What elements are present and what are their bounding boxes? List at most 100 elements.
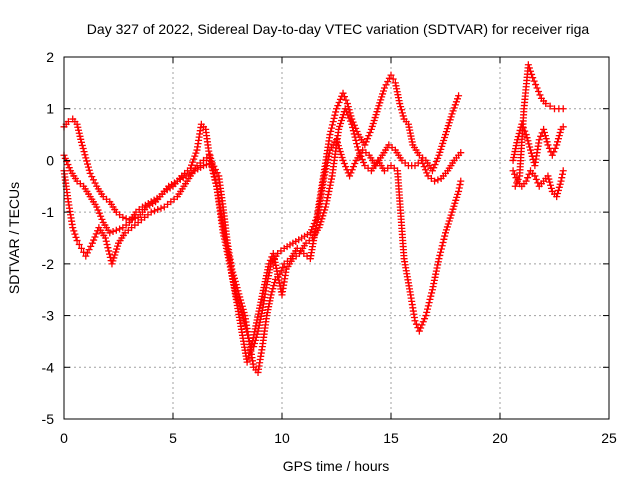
data-point bbox=[331, 111, 339, 119]
data-point bbox=[553, 193, 561, 201]
data-point bbox=[530, 77, 538, 85]
data-point bbox=[436, 251, 444, 259]
data-point bbox=[347, 169, 355, 177]
data-point bbox=[350, 163, 358, 171]
data-point bbox=[450, 104, 458, 112]
data-point bbox=[103, 240, 111, 248]
data-point bbox=[543, 138, 551, 146]
chart-title: Day 327 of 2022, Sidereal Day-to-day VTE… bbox=[87, 21, 590, 37]
data-point bbox=[208, 161, 216, 169]
y-tick-label: 2 bbox=[46, 49, 54, 65]
data-point bbox=[87, 242, 95, 250]
series-late-segment-1 bbox=[511, 61, 567, 190]
data-point bbox=[321, 171, 329, 179]
data-point bbox=[356, 149, 364, 157]
data-point bbox=[541, 132, 549, 140]
data-point bbox=[82, 252, 90, 260]
data-point bbox=[119, 213, 127, 221]
data-point bbox=[83, 249, 91, 257]
data-point bbox=[415, 327, 423, 335]
data-point bbox=[84, 163, 92, 171]
data-point bbox=[357, 152, 365, 160]
data-point bbox=[551, 144, 559, 152]
data-point bbox=[350, 130, 358, 138]
data-point bbox=[418, 321, 426, 329]
data-point bbox=[345, 114, 353, 122]
data-point bbox=[430, 276, 438, 284]
data-point bbox=[514, 133, 522, 141]
data-point bbox=[432, 157, 440, 165]
x-tick-label: 15 bbox=[383, 430, 399, 446]
y-axis: -5 -4 -3 -2 -1 0 1 2 bbox=[42, 49, 609, 427]
data-point bbox=[533, 84, 541, 92]
data-point bbox=[532, 175, 540, 183]
data-point bbox=[353, 143, 361, 151]
data-point bbox=[515, 130, 523, 138]
data-point bbox=[189, 158, 197, 166]
data-point bbox=[435, 255, 443, 263]
data-point bbox=[432, 267, 440, 275]
data-point bbox=[522, 131, 530, 139]
data-point bbox=[348, 166, 356, 174]
data-point bbox=[116, 225, 124, 233]
data-point bbox=[431, 161, 439, 169]
data-point bbox=[211, 176, 219, 184]
data-point bbox=[434, 261, 442, 269]
data-point bbox=[343, 108, 351, 116]
data-point bbox=[423, 169, 431, 177]
data-point bbox=[102, 237, 110, 245]
data-point bbox=[384, 78, 392, 86]
data-point bbox=[428, 289, 436, 297]
data-point bbox=[325, 187, 333, 195]
data-point bbox=[319, 177, 327, 185]
data-point bbox=[557, 177, 565, 185]
data-point bbox=[380, 84, 388, 92]
data-point bbox=[325, 152, 333, 160]
data-point bbox=[366, 129, 374, 137]
data-point bbox=[362, 138, 370, 146]
data-point bbox=[65, 164, 73, 172]
data-point bbox=[346, 172, 354, 180]
data-point bbox=[340, 93, 348, 101]
y-tick-label: 1 bbox=[46, 101, 54, 117]
data-point bbox=[211, 173, 219, 181]
data-point bbox=[419, 160, 427, 168]
data-point bbox=[154, 206, 162, 214]
data-point bbox=[109, 228, 117, 236]
data-point bbox=[521, 127, 529, 135]
data-point bbox=[78, 141, 86, 149]
data-point bbox=[397, 103, 405, 111]
data-point bbox=[559, 167, 567, 175]
data-point bbox=[427, 292, 435, 300]
data-point bbox=[531, 172, 539, 180]
data-point bbox=[64, 161, 72, 169]
data-point bbox=[246, 349, 254, 357]
data-point bbox=[449, 107, 457, 115]
data-point bbox=[540, 129, 548, 137]
data-point bbox=[547, 181, 555, 189]
data-point bbox=[550, 148, 558, 156]
data-point bbox=[428, 286, 436, 294]
data-point bbox=[542, 100, 550, 108]
data-point bbox=[324, 191, 332, 199]
data-point bbox=[529, 74, 537, 82]
data-point bbox=[351, 160, 359, 168]
data-point bbox=[265, 260, 273, 268]
data-point bbox=[554, 135, 562, 143]
data-point bbox=[428, 167, 436, 175]
data-point bbox=[328, 121, 336, 129]
data-point bbox=[77, 244, 85, 252]
data-point bbox=[440, 235, 448, 243]
data-point bbox=[544, 172, 552, 180]
data-point bbox=[542, 135, 550, 143]
data-point bbox=[526, 143, 534, 151]
data-point bbox=[535, 87, 543, 95]
x-axis: 0 5 10 15 20 25 bbox=[60, 57, 617, 446]
data-point bbox=[72, 233, 80, 241]
data-point bbox=[518, 120, 526, 128]
data-point bbox=[105, 247, 113, 255]
data-point bbox=[544, 141, 552, 149]
data-point bbox=[434, 258, 442, 266]
series-lower-track bbox=[60, 105, 465, 366]
